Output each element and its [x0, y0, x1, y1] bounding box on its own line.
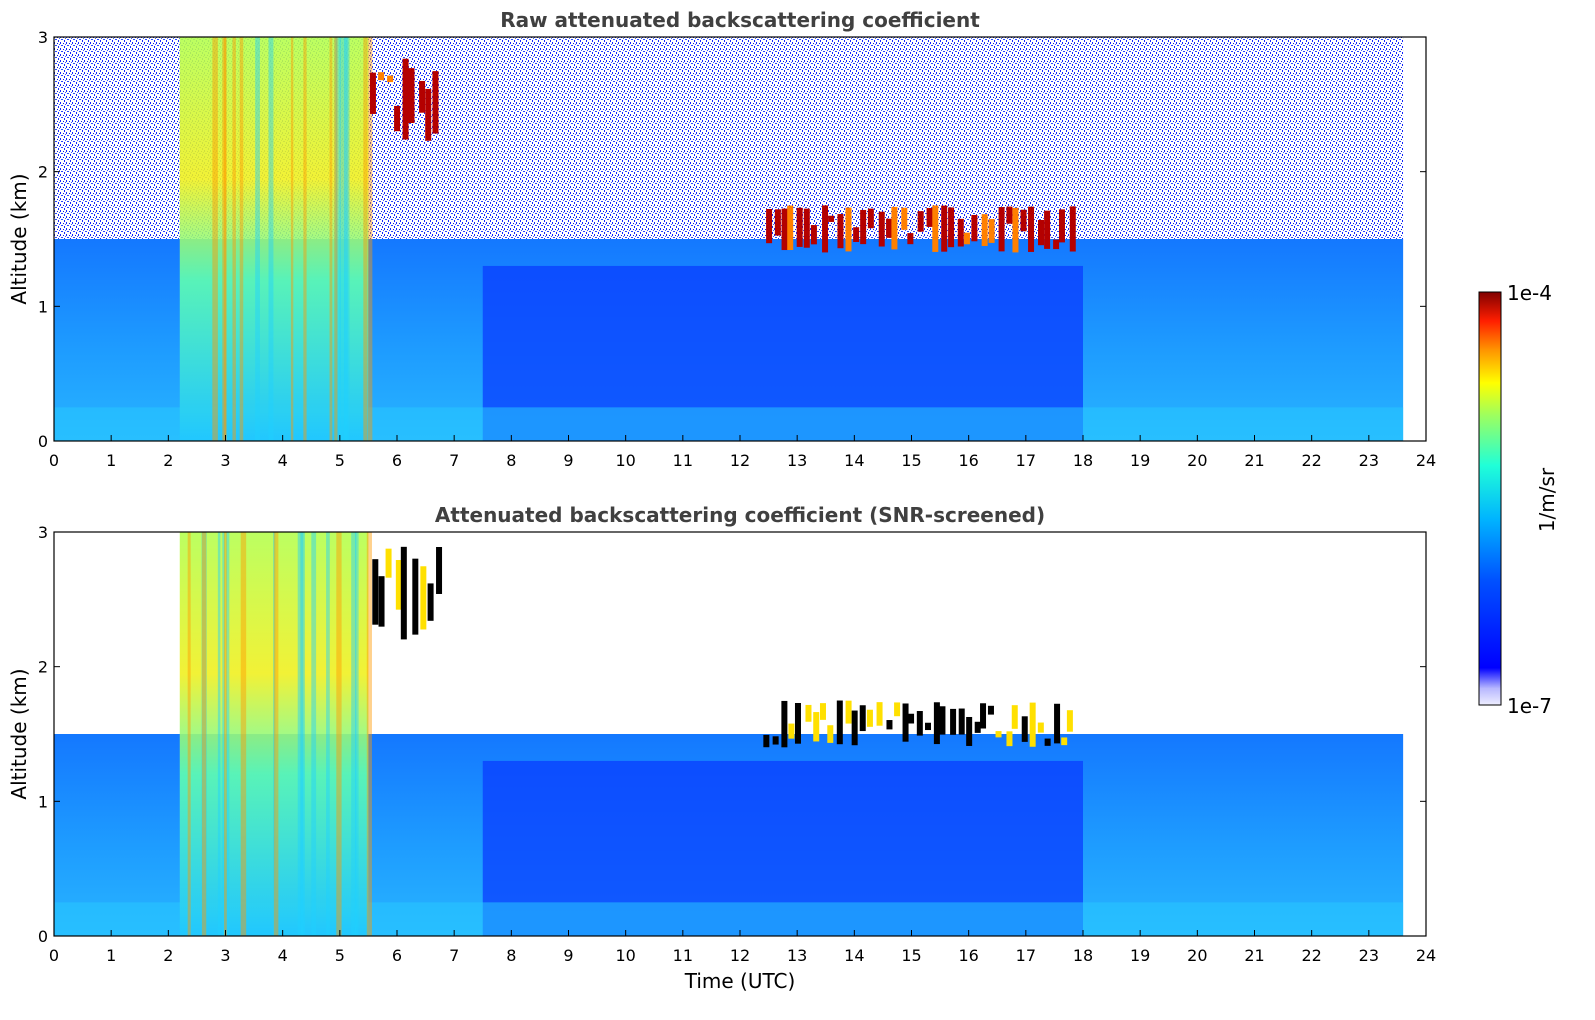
panel-raw-ylabel: Altitude (km) — [7, 173, 31, 304]
x-tick-label: 10 — [615, 451, 635, 470]
x-tick-label: 14 — [844, 451, 864, 470]
panel-screened-ylabel: Altitude (km) — [7, 668, 31, 799]
y-tick-label: 1 — [38, 297, 48, 316]
panel-screened-axes: 0 1 2 3 4 5 6 7 8 9 10 11 12 13 14 15 16 17 18 19 20 21 22 23 24… — [38, 523, 1436, 965]
y-tick-label: 2 — [38, 163, 48, 182]
colorbar-min-label: 1e-7 — [1507, 694, 1552, 718]
x-tick-label: 24 — [1416, 451, 1436, 470]
colorbar: 1e-4 1e-7 1/m/sr — [1478, 281, 1559, 718]
x-tick-label: 17 — [1016, 451, 1036, 470]
y-tick-label: 3 — [38, 523, 48, 542]
x-tick-label: 12 — [730, 946, 750, 965]
x-tick-label: 1 — [106, 946, 116, 965]
x-tick-label: 9 — [563, 451, 573, 470]
panel-raw-title: Raw attenuated backscattering coefficien… — [500, 8, 980, 32]
colorbar-units-label: 1/m/sr — [1535, 467, 1559, 532]
x-tick-label: 21 — [1244, 946, 1264, 965]
x-tick-label: 5 — [335, 451, 345, 470]
panel-screened-xlabel: Time (UTC) — [684, 969, 796, 993]
x-tick-label: 6 — [392, 451, 402, 470]
x-tick-label: 1 — [106, 451, 116, 470]
x-tick-label: 18 — [1073, 946, 1093, 965]
x-tick-label: 22 — [1301, 946, 1321, 965]
panel-screened-plot-area — [54, 532, 1404, 936]
x-tick-label: 5 — [335, 946, 345, 965]
x-tick-label: 13 — [787, 946, 807, 965]
panel-screened: Attenuated backscattering coefficient (S… — [7, 503, 1436, 993]
x-tick-label: 17 — [1016, 946, 1036, 965]
x-tick-label: 11 — [673, 946, 693, 965]
x-tick-label: 23 — [1359, 946, 1379, 965]
x-tick-label: 12 — [730, 451, 750, 470]
x-tick-label: 13 — [787, 451, 807, 470]
x-tick-label: 15 — [901, 451, 921, 470]
x-tick-label: 6 — [392, 946, 402, 965]
x-tick-label: 19 — [1130, 946, 1150, 965]
y-tick-label: 2 — [38, 658, 48, 677]
cloud-layer — [372, 546, 443, 640]
x-tick-label: 23 — [1359, 451, 1379, 470]
cloud-layer — [369, 58, 439, 141]
panel-screened-title: Attenuated backscattering coefficient (S… — [435, 503, 1045, 527]
x-tick-label: 24 — [1416, 946, 1436, 965]
x-tick-label: 8 — [506, 946, 516, 965]
x-tick-label: 7 — [449, 946, 459, 965]
x-tick-label: 22 — [1301, 451, 1321, 470]
y-tick-label: 0 — [38, 927, 48, 946]
x-tick-label: 4 — [278, 451, 288, 470]
x-tick-label: 0 — [49, 451, 59, 470]
x-tick-label: 8 — [506, 451, 516, 470]
x-tick-label: 21 — [1244, 451, 1264, 470]
x-tick-label: 0 — [49, 946, 59, 965]
cloud-layer — [763, 700, 1073, 748]
colorbar-max-label: 1e-4 — [1507, 281, 1552, 305]
y-tick-label: 3 — [38, 28, 48, 47]
x-tick-label: 20 — [1187, 451, 1207, 470]
x-tick-label: 16 — [958, 451, 978, 470]
x-tick-label: 2 — [163, 451, 173, 470]
x-tick-label: 11 — [673, 451, 693, 470]
y-tick-label: 1 — [38, 792, 48, 811]
y-tick-label: 0 — [38, 432, 48, 451]
x-tick-label: 20 — [1187, 946, 1207, 965]
x-tick-label: 15 — [901, 946, 921, 965]
x-tick-label: 10 — [615, 946, 635, 965]
x-tick-label: 3 — [220, 946, 230, 965]
precipitation-streaks — [179, 532, 372, 936]
panel-raw: Raw attenuated backscattering coefficien… — [7, 8, 1436, 470]
cloud-layer — [766, 205, 1076, 253]
x-tick-label: 14 — [844, 946, 864, 965]
x-tick-label: 16 — [958, 946, 978, 965]
x-tick-label: 3 — [220, 451, 230, 470]
colorbar-gradient — [1478, 291, 1502, 706]
x-tick-label: 18 — [1073, 451, 1093, 470]
precipitation-streaks — [179, 37, 373, 441]
x-tick-label: 4 — [278, 946, 288, 965]
x-tick-label: 2 — [163, 946, 173, 965]
x-tick-label: 7 — [449, 451, 459, 470]
x-tick-label: 19 — [1130, 451, 1150, 470]
panel-raw-axes: 0 1 2 3 4 5 6 7 8 9 10 11 12 13 14 15 16 17 18 19 20 21 22 23 24… — [38, 28, 1436, 470]
x-tick-label: 9 — [563, 946, 573, 965]
panel-raw-plot-area — [54, 37, 1404, 441]
